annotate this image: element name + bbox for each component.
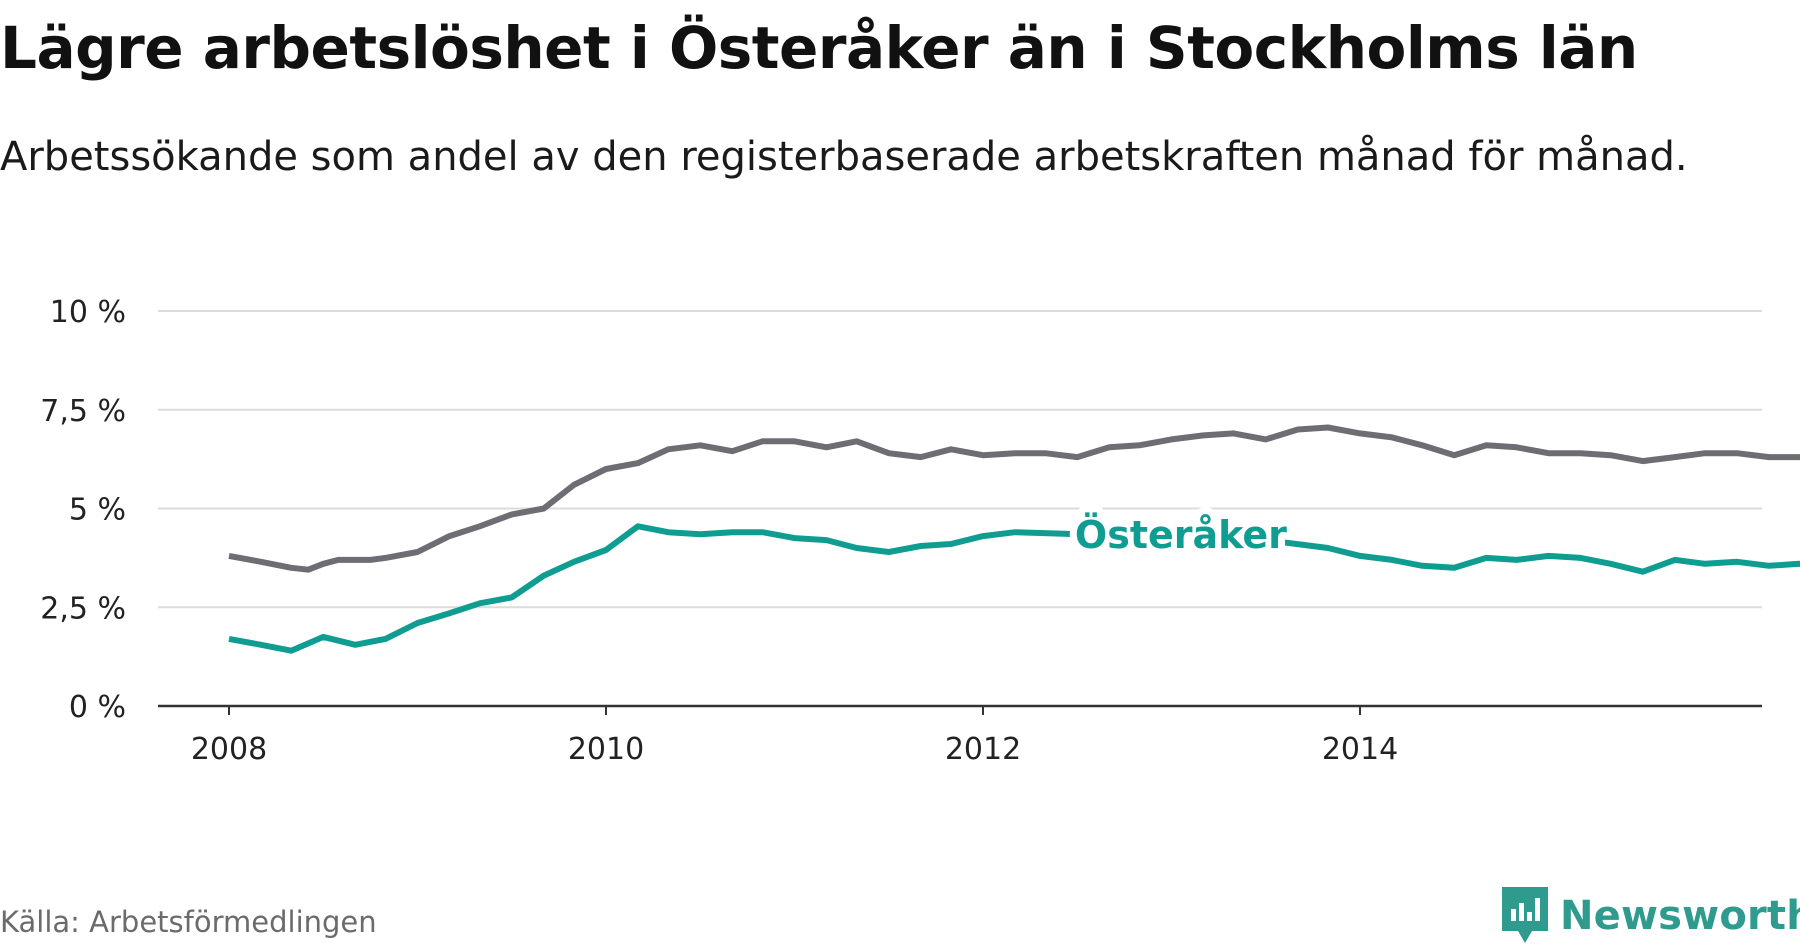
x-tick-label: 2014 — [1322, 732, 1398, 767]
series-line-stockholm — [228, 424, 1800, 573]
series-annotations: Stockholms länÖsteråker — [1068, 506, 1294, 564]
x-tick-label: 2012 — [945, 732, 1021, 767]
y-axis-tick-labels: 0 % 2,5 % 5 % 7,5 % 10 % — [40, 295, 126, 725]
y-tick-label: 10 % — [50, 295, 126, 330]
y-tick-label: 5 % — [69, 493, 126, 528]
x-tick-label: 2010 — [568, 732, 644, 767]
source-note: Källa: Arbetsförmedlingen — [0, 905, 377, 939]
chart-title: Lägre arbetslöshet i Österåker än i Stoc… — [0, 14, 1638, 82]
x-axis-tick-labels: 20082010201220142017201920212023 — [191, 706, 1398, 767]
y-tick-label: 7,5 % — [40, 394, 126, 429]
y-tick-label: 0 % — [69, 690, 126, 725]
grid-lines — [158, 310, 1762, 708]
series-label-osteraker: Österåker — [1075, 513, 1287, 557]
brand-logo[interactable]: Newsworthy — [1500, 885, 1800, 947]
x-tick-label: 2008 — [191, 732, 267, 767]
y-tick-label: 2,5 % — [40, 591, 126, 626]
newsworthy-logo-icon — [1502, 887, 1548, 943]
series-lines — [228, 424, 1800, 654]
chart-subtitle: Arbetssökande som andel av den registerb… — [0, 134, 1688, 180]
series-line-osteraker — [228, 523, 1800, 654]
brand-name: Newsworthy — [1560, 893, 1800, 939]
